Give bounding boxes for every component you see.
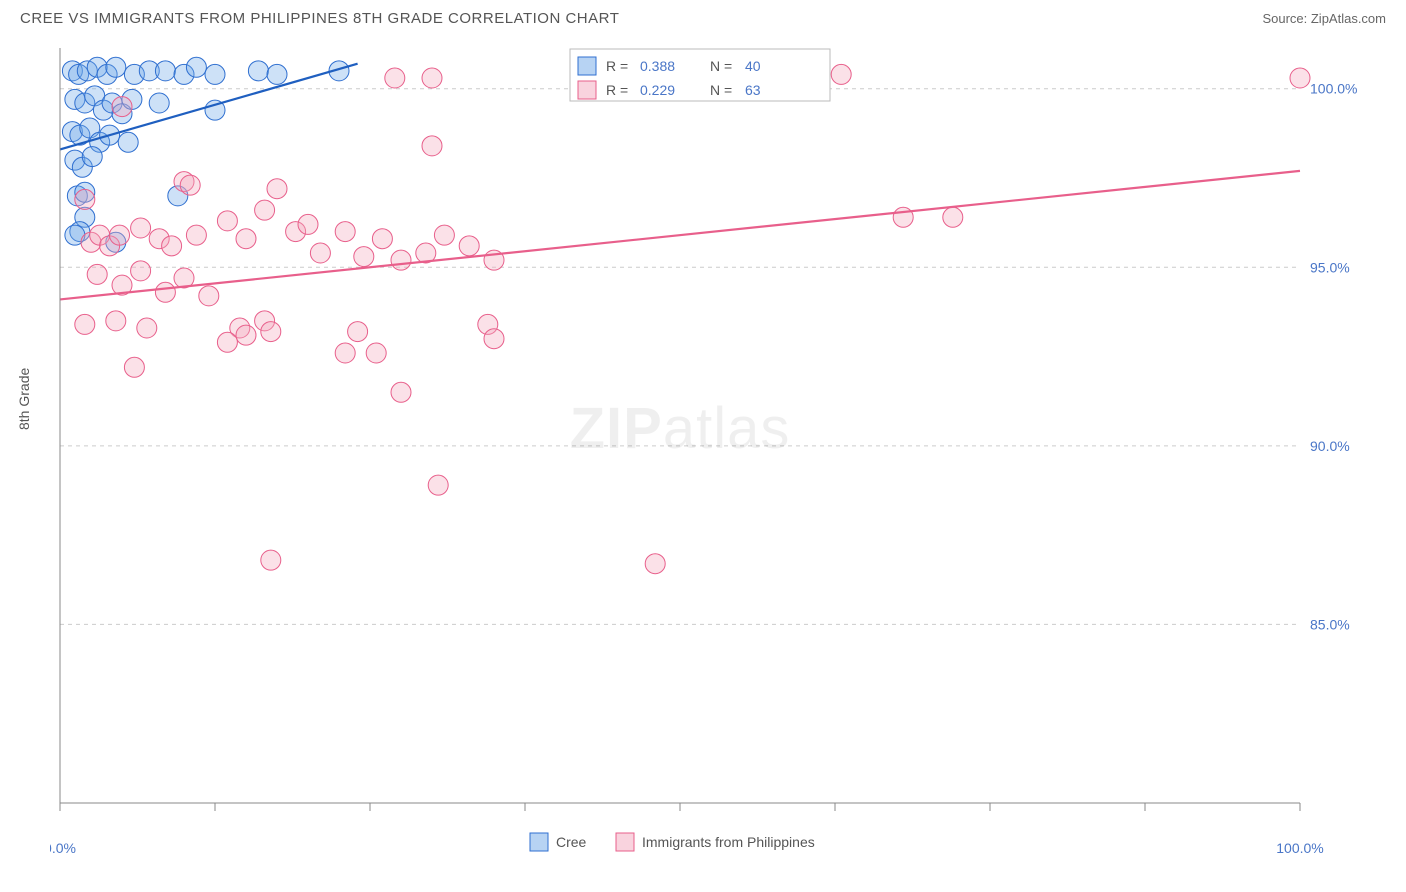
- scatter-point-philippines: [75, 314, 95, 334]
- scatter-point-cree: [82, 147, 102, 167]
- scatter-point-cree: [248, 61, 268, 81]
- scatter-point-philippines: [391, 250, 411, 270]
- scatter-point-philippines: [112, 97, 132, 117]
- svg-text:40: 40: [745, 58, 761, 74]
- scatter-point-philippines: [335, 222, 355, 242]
- y-tick-label: 90.0%: [1310, 438, 1350, 454]
- scatter-point-philippines: [186, 225, 206, 245]
- scatter-point-philippines: [484, 329, 504, 349]
- scatter-point-cree: [267, 64, 287, 84]
- scatter-point-cree: [106, 57, 126, 77]
- legend-label-cree: Cree: [556, 834, 587, 850]
- scatter-point-philippines: [106, 311, 126, 331]
- svg-text:N =: N =: [710, 58, 732, 74]
- scatter-point-philippines: [422, 68, 442, 88]
- x-tick-label: 0.0%: [50, 840, 76, 856]
- scatter-point-philippines: [131, 261, 151, 281]
- legend-swatch-philippines: [578, 81, 596, 99]
- scatter-point-philippines: [137, 318, 157, 338]
- scatter-point-philippines: [155, 282, 175, 302]
- scatter-point-philippines: [385, 68, 405, 88]
- svg-text:N =: N =: [710, 82, 732, 98]
- y-tick-label: 100.0%: [1310, 81, 1357, 97]
- scatter-point-philippines: [434, 225, 454, 245]
- legend-swatch-cree: [530, 833, 548, 851]
- scatter-point-philippines: [217, 332, 237, 352]
- scatter-point-philippines: [310, 243, 330, 263]
- y-tick-label: 85.0%: [1310, 616, 1350, 632]
- scatter-point-philippines: [110, 225, 130, 245]
- scatter-point-philippines: [335, 343, 355, 363]
- scatter-point-philippines: [298, 214, 318, 234]
- scatter-point-cree: [155, 61, 175, 81]
- svg-text:ZIPatlas: ZIPatlas: [570, 396, 791, 461]
- scatter-point-philippines: [366, 343, 386, 363]
- scatter-point-philippines: [162, 236, 182, 256]
- legend-swatch-philippines: [616, 833, 634, 851]
- scatter-point-philippines: [199, 286, 219, 306]
- scatter-point-philippines: [236, 229, 256, 249]
- scatter-point-philippines: [1290, 68, 1310, 88]
- scatter-chart: ZIPatlas 85.0% 90.0% 95.0% 100.0% 0.0% 100.0% R…: [50, 43, 1360, 873]
- scatter-point-cree: [186, 57, 206, 77]
- scatter-point-philippines: [354, 247, 374, 267]
- scatter-point-philippines: [75, 189, 95, 209]
- y-axis-label: 8th Grade: [16, 368, 32, 430]
- legend-label-philippines: Immigrants from Philippines: [642, 834, 815, 850]
- scatter-point-philippines: [255, 200, 275, 220]
- scatter-point-philippines: [459, 236, 479, 256]
- scatter-point-philippines: [131, 218, 151, 238]
- scatter-point-philippines: [267, 179, 287, 199]
- chart-title: CREE VS IMMIGRANTS FROM PHILIPPINES 8TH …: [20, 10, 619, 27]
- x-tick-label: 100.0%: [1276, 840, 1323, 856]
- scatter-point-philippines: [180, 175, 200, 195]
- scatter-point-cree: [205, 64, 225, 84]
- scatter-point-philippines: [422, 136, 442, 156]
- svg-text:0.229: 0.229: [640, 82, 675, 98]
- scatter-point-philippines: [391, 382, 411, 402]
- y-tick-label: 95.0%: [1310, 259, 1350, 275]
- svg-text:63: 63: [745, 82, 761, 98]
- scatter-point-philippines: [831, 64, 851, 84]
- scatter-point-philippines: [261, 550, 281, 570]
- scatter-point-philippines: [236, 325, 256, 345]
- source-link[interactable]: ZipAtlas.com: [1311, 11, 1386, 26]
- bottom-legend: Cree Immigrants from Philippines: [530, 833, 815, 851]
- scatter-point-cree: [149, 93, 169, 113]
- svg-text:R =: R =: [606, 58, 628, 74]
- scatter-point-cree: [118, 132, 138, 152]
- scatter-point-philippines: [645, 554, 665, 574]
- scatter-point-philippines: [943, 207, 963, 227]
- scatter-point-philippines: [124, 357, 144, 377]
- scatter-point-philippines: [261, 322, 281, 342]
- scatter-point-philippines: [348, 322, 368, 342]
- scatter-point-philippines: [428, 475, 448, 495]
- svg-text:R =: R =: [606, 82, 628, 98]
- scatter-point-philippines: [217, 211, 237, 231]
- scatter-point-philippines: [372, 229, 392, 249]
- legend-swatch-cree: [578, 57, 596, 75]
- svg-text:0.388: 0.388: [640, 58, 675, 74]
- scatter-point-philippines: [87, 264, 107, 284]
- source-label: Source: ZipAtlas.com: [1262, 11, 1386, 26]
